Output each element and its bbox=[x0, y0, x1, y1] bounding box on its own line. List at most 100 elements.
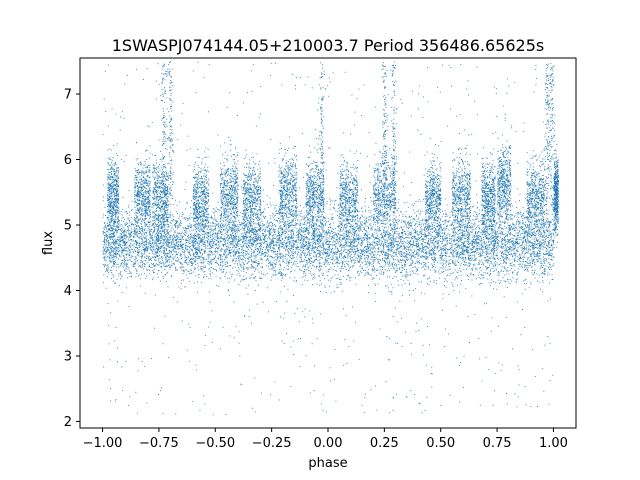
data-point bbox=[320, 247, 321, 248]
data-point bbox=[188, 238, 189, 239]
data-point bbox=[345, 246, 346, 247]
data-point bbox=[453, 240, 454, 241]
data-point bbox=[364, 228, 365, 229]
data-point bbox=[472, 237, 473, 238]
data-point bbox=[433, 215, 434, 216]
data-point bbox=[170, 235, 171, 236]
data-point bbox=[334, 241, 335, 242]
data-point bbox=[155, 265, 156, 266]
data-point bbox=[247, 258, 248, 259]
data-point bbox=[553, 235, 554, 236]
data-point bbox=[522, 215, 523, 216]
data-point bbox=[465, 231, 466, 232]
data-point bbox=[200, 267, 201, 268]
data-point bbox=[298, 242, 299, 243]
data-point bbox=[386, 253, 387, 254]
data-point bbox=[275, 225, 276, 226]
data-point bbox=[122, 292, 123, 293]
data-point bbox=[286, 263, 287, 264]
data-point bbox=[425, 266, 426, 267]
data-point bbox=[486, 250, 487, 251]
data-point bbox=[301, 210, 302, 211]
data-point bbox=[124, 238, 125, 239]
data-point bbox=[370, 254, 371, 255]
data-point bbox=[156, 238, 157, 239]
data-point bbox=[443, 268, 444, 269]
data-point bbox=[476, 243, 477, 244]
data-point bbox=[545, 236, 546, 237]
data-point bbox=[517, 233, 518, 234]
data-point bbox=[368, 269, 369, 270]
data-point bbox=[477, 207, 478, 208]
data-point bbox=[252, 246, 253, 247]
data-point bbox=[321, 229, 322, 230]
data-point bbox=[411, 237, 412, 238]
data-point bbox=[323, 243, 324, 244]
data-point bbox=[350, 231, 351, 232]
data-point bbox=[315, 247, 316, 248]
data-point bbox=[456, 244, 457, 245]
data-point bbox=[335, 246, 336, 247]
data-point bbox=[473, 236, 474, 237]
data-point bbox=[354, 229, 355, 230]
data-point bbox=[110, 239, 111, 240]
data-point bbox=[305, 245, 306, 246]
data-point bbox=[512, 265, 513, 266]
data-point bbox=[292, 225, 293, 226]
data-point bbox=[257, 237, 258, 238]
data-point bbox=[434, 280, 435, 281]
data-point bbox=[434, 247, 435, 248]
data-point bbox=[359, 250, 360, 251]
data-point bbox=[534, 241, 535, 242]
data-point bbox=[541, 267, 542, 268]
data-point bbox=[347, 225, 348, 226]
data-point bbox=[120, 278, 121, 279]
data-point bbox=[194, 236, 195, 237]
data-point bbox=[137, 236, 138, 237]
data-point bbox=[133, 245, 134, 246]
data-point bbox=[384, 240, 385, 241]
data-point bbox=[290, 242, 291, 243]
data-point bbox=[223, 269, 224, 270]
data-point bbox=[346, 263, 347, 264]
data-point bbox=[236, 228, 237, 229]
data-point bbox=[543, 256, 544, 257]
data-point bbox=[135, 224, 136, 225]
data-point bbox=[472, 223, 473, 224]
data-point bbox=[236, 261, 237, 262]
data-point bbox=[464, 238, 465, 239]
data-point bbox=[462, 232, 463, 233]
data-point bbox=[394, 252, 395, 253]
data-point bbox=[248, 257, 249, 258]
data-point bbox=[241, 236, 242, 237]
data-point bbox=[251, 228, 252, 229]
data-point bbox=[163, 247, 164, 248]
data-point bbox=[238, 244, 239, 245]
data-point bbox=[402, 243, 403, 244]
data-point bbox=[319, 265, 320, 266]
data-point bbox=[358, 244, 359, 245]
data-point bbox=[497, 253, 498, 254]
data-point bbox=[500, 258, 501, 259]
data-point bbox=[373, 270, 374, 271]
data-point bbox=[297, 253, 298, 254]
data-point bbox=[292, 265, 293, 266]
data-point bbox=[524, 236, 525, 237]
data-point bbox=[273, 217, 274, 218]
data-point bbox=[227, 215, 228, 216]
data-point bbox=[330, 281, 331, 282]
data-point bbox=[367, 238, 368, 239]
data-point bbox=[369, 253, 370, 254]
data-point bbox=[320, 245, 321, 246]
data-point bbox=[409, 283, 410, 284]
data-point bbox=[249, 228, 250, 229]
data-point bbox=[214, 209, 215, 210]
data-point bbox=[412, 267, 413, 268]
data-point bbox=[340, 243, 341, 244]
data-point bbox=[190, 227, 191, 228]
data-point bbox=[202, 218, 203, 219]
data-point bbox=[487, 228, 488, 229]
data-point bbox=[107, 276, 108, 277]
data-point bbox=[352, 251, 353, 252]
data-point bbox=[259, 251, 260, 252]
